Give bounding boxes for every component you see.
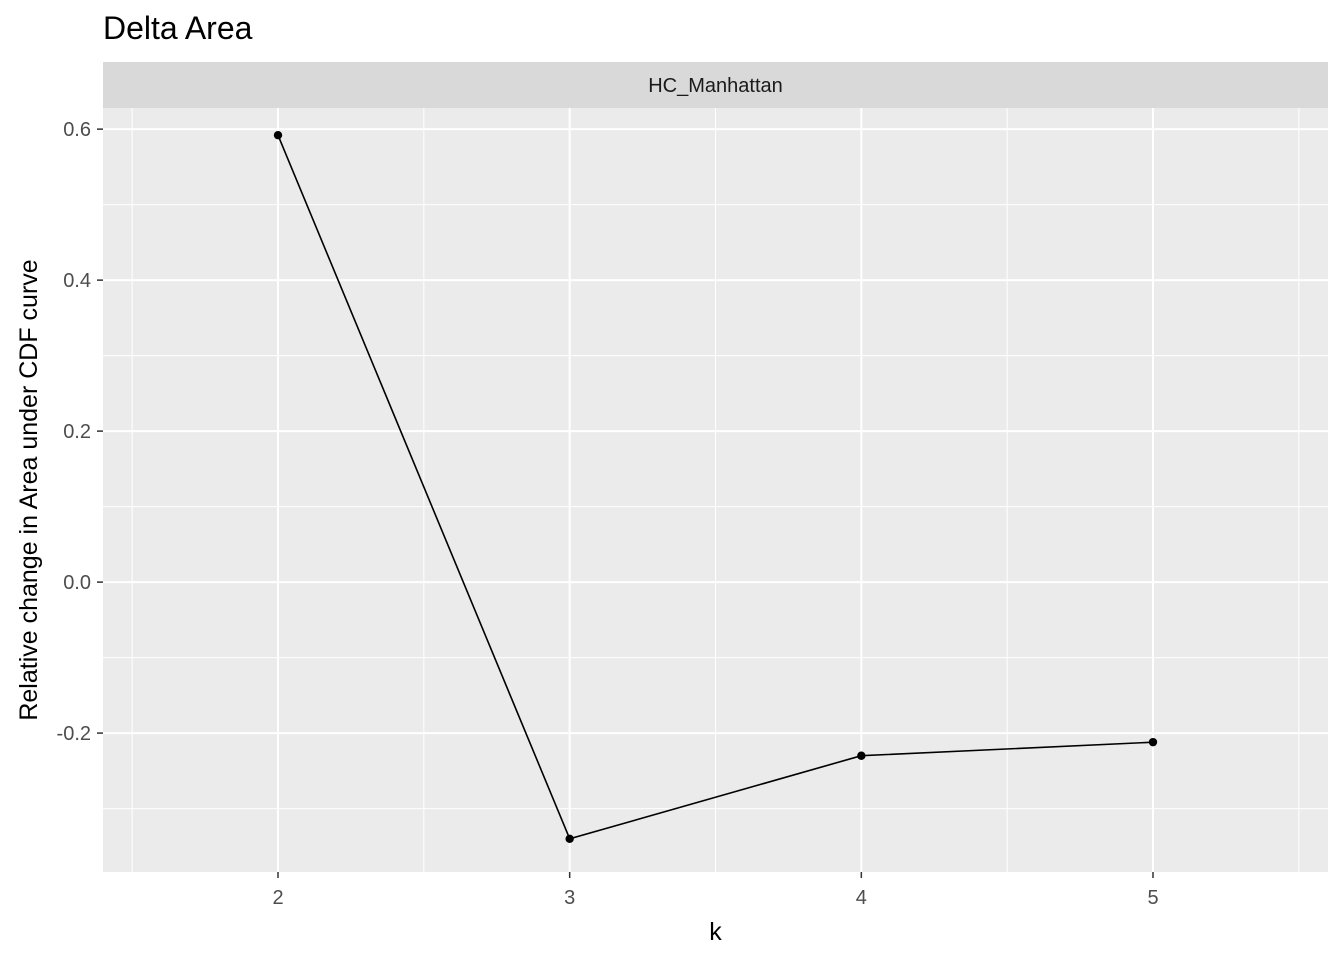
x-tick-label: 4 (856, 887, 867, 909)
x-tick-label: 2 (272, 887, 283, 909)
facet-strip (103, 62, 1328, 108)
y-tick-label: -0.2 (57, 723, 91, 745)
y-axis: -0.2 0.0 0.2 0.4 0.6 (57, 119, 103, 745)
chart-title: Delta Area (103, 10, 253, 46)
y-tick-label: 0.2 (63, 421, 91, 443)
x-axis: 2 3 4 5 (272, 872, 1159, 909)
series-layer (273, 130, 1158, 843)
data-point (857, 751, 866, 760)
y-tick-label: 0.6 (63, 119, 91, 141)
y-tick-label: 0.4 (63, 270, 91, 292)
x-axis-title: k (709, 918, 722, 946)
series-line (277, 134, 1154, 840)
y-tick-label: 0.0 (63, 572, 91, 594)
data-point (1148, 737, 1158, 747)
data-point (565, 834, 574, 843)
y-axis-title: Relative change in Area under CDF curve (15, 259, 43, 720)
facet-strip-label: HC_Manhattan (648, 75, 783, 97)
x-tick-label: 3 (564, 887, 575, 909)
major-gridlines (103, 108, 1328, 872)
data-point (273, 130, 283, 140)
x-tick-label: 5 (1147, 887, 1158, 909)
